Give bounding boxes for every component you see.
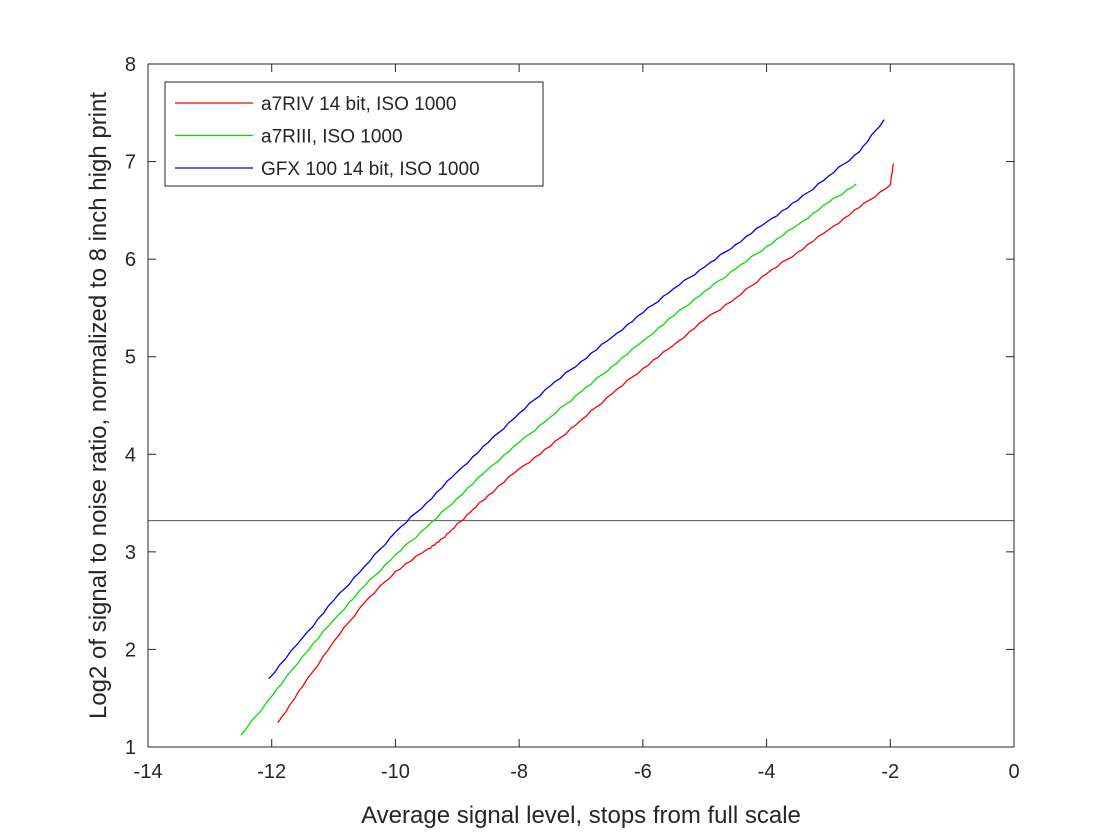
y-tick-label: 7 [125,152,136,174]
legend-label: a7RIII, ISO 1000 [261,127,403,148]
series-lines [240,119,895,736]
series-line-2 [240,183,857,736]
y-tick-label: 8 [125,54,136,76]
y-tick-label: 1 [125,737,136,759]
y-tick-label: 3 [125,542,136,564]
x-tick-label: -8 [510,761,528,783]
x-tick-label: 0 [1008,761,1019,783]
legend-label: a7RIV 14 bit, ISO 1000 [261,94,456,115]
y-axis-label: Log2 of signal to noise ratio, normalize… [85,92,112,719]
legend-label: GFX 100 14 bit, ISO 1000 [261,159,480,180]
y-tick-label: 2 [125,639,136,661]
x-tick-label: -14 [134,761,163,783]
legend-box [164,81,544,187]
series-line-3 [268,119,885,680]
x-tick-label: -4 [758,761,776,783]
x-tick-label: -12 [257,761,286,783]
series-line-1 [277,163,895,723]
x-tick-label: -6 [634,761,652,783]
plot-frame [147,63,1015,748]
x-tick-label: -10 [381,761,410,783]
y-tick-label: 6 [125,249,136,271]
y-tick-label: 5 [125,347,136,369]
x-axis-label: Average signal level, stops from full sc… [361,802,801,829]
x-tick-label: -2 [881,761,899,783]
x-ticks: -14 -12 -10 -8 -6 -4 -2 0 [134,64,1020,783]
legend: a7RIV 14 bit, ISO 1000 a7RIII, ISO 1000 GF… [164,81,544,187]
y-tick-label: 4 [125,444,136,466]
y-ticks: 1 2 3 4 5 6 7 8 [125,54,1014,759]
